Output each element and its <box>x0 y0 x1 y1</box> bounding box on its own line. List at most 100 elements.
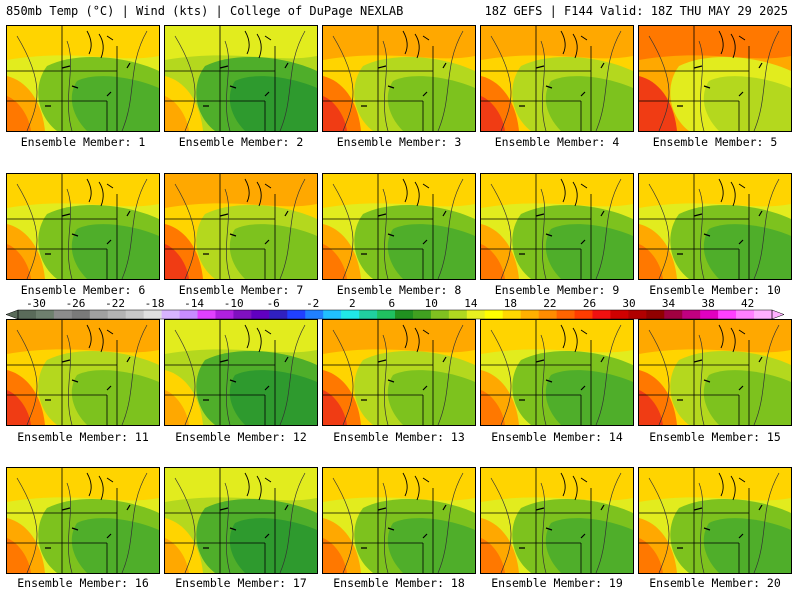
ensemble-member-label: Ensemble Member: 19 <box>491 576 623 590</box>
colorbar-swatch <box>305 310 324 319</box>
colorbar-tick-label: -14 <box>184 297 204 310</box>
colorbar-swatch <box>664 310 683 319</box>
temperature-field <box>639 174 791 279</box>
colorbar-tick-label: -30 <box>26 297 46 310</box>
ensemble-member-map <box>638 467 792 574</box>
ensemble-member-label: Ensemble Member: 6 <box>20 283 146 297</box>
ensemble-member-label: Ensemble Member: 5 <box>652 135 778 149</box>
temperature-field <box>165 320 317 425</box>
ensemble-member-label: Ensemble Member: 14 <box>491 430 623 444</box>
temperature-field <box>481 174 633 279</box>
ensemble-member-map <box>6 173 160 280</box>
colorbar-swatch <box>287 310 306 319</box>
colorbar-swatch <box>556 310 575 319</box>
ensemble-member-label: Ensemble Member: 1 <box>20 135 146 149</box>
colorbar-tick-label: 30 <box>622 297 635 310</box>
colorbar-swatch <box>466 310 486 319</box>
temperature-field <box>165 26 317 131</box>
colorbar-swatch <box>395 310 414 319</box>
ensemble-member-map <box>480 173 634 280</box>
temperature-field <box>7 26 159 131</box>
ensemble-member-map <box>480 25 634 132</box>
ensemble-member-label: Ensemble Member: 2 <box>178 135 304 149</box>
ensemble-member-label: Ensemble Member: 13 <box>333 430 465 444</box>
temperature-field <box>323 468 475 573</box>
temperature-field <box>323 174 475 279</box>
colorbar-swatch <box>754 310 773 319</box>
temperature-field <box>323 26 475 131</box>
colorbar-tick-label: 10 <box>425 297 438 310</box>
colorbar-swatch <box>341 310 360 319</box>
colorbar-tick-label: 2 <box>349 297 356 310</box>
colorbar-swatch <box>592 310 611 319</box>
ensemble-member-label: Ensemble Member: 7 <box>178 283 304 297</box>
colorbar-swatch <box>125 310 144 319</box>
map-title: 850mb Temp (°C) | Wind (kts) | College o… <box>6 4 404 18</box>
ensemble-member-map <box>480 319 634 426</box>
temperature-field <box>639 26 791 131</box>
colorbar-swatch <box>71 310 91 319</box>
ensemble-member-label: Ensemble Member: 17 <box>175 576 307 590</box>
colorbar-swatch <box>233 310 252 319</box>
colorbar-swatch <box>359 310 378 319</box>
model-run-info: 18Z GEFS | F144 Valid: 18Z THU MAY 29 20… <box>484 4 788 18</box>
colorbar-swatch <box>682 310 701 319</box>
temperature-field <box>165 174 317 279</box>
colorbar-swatch <box>484 310 504 319</box>
temperature-field <box>481 468 633 573</box>
ensemble-member-label: Ensemble Member: 8 <box>336 283 462 297</box>
colorbar-swatch <box>35 310 55 319</box>
colorbar-swatch <box>502 310 521 319</box>
colorbar-tick-label: 18 <box>504 297 517 310</box>
colorbar-tick-label: 38 <box>701 297 714 310</box>
temperature-field <box>639 320 791 425</box>
temperature-field <box>481 320 633 425</box>
ensemble-member-map <box>164 467 318 574</box>
colorbar-swatch <box>251 310 270 319</box>
colorbar-tick-label: -26 <box>66 297 86 310</box>
ensemble-member-map <box>322 467 476 574</box>
ensemble-member-label: Ensemble Member: 20 <box>649 576 781 590</box>
ensemble-member-map <box>480 467 634 574</box>
ensemble-member-label: Ensemble Member: 15 <box>649 430 781 444</box>
colorbar-swatch <box>107 310 127 319</box>
colorbar-high-arrow <box>771 309 785 320</box>
colorbar-swatch <box>215 310 234 319</box>
colorbar-tick-label: 42 <box>741 297 754 310</box>
ensemble-member-map <box>164 319 318 426</box>
colorbar-tick-label: -2 <box>306 297 319 310</box>
colorbar-tick-label: -6 <box>267 297 280 310</box>
colorbar-swatch <box>161 310 180 319</box>
colorbar-tick-label: 22 <box>543 297 556 310</box>
colorbar-swatch <box>269 310 288 319</box>
colorbar-swatch <box>412 310 432 319</box>
colorbar-swatch <box>520 310 539 319</box>
ensemble-member-map <box>164 25 318 132</box>
colorbar-swatch <box>430 310 450 319</box>
ensemble-member-map <box>638 173 792 280</box>
colorbar-swatch <box>574 310 593 319</box>
colorbar-swatch <box>718 310 737 319</box>
temperature-colorbar: -30 -26 -22 -18 -14 -10 -6 -2 2 6 10 14 18 22 26 30 34 38… <box>0 296 800 320</box>
ensemble-member-label: Ensemble Member: 18 <box>333 576 465 590</box>
temperature-field <box>481 26 633 131</box>
colorbar-swatch <box>538 310 557 319</box>
colorbar-swatch <box>89 310 109 319</box>
colorbar-tick-label: 26 <box>583 297 596 310</box>
colorbar-tick-label: 14 <box>464 297 478 310</box>
colorbar-swatch <box>448 310 468 319</box>
ensemble-member-map <box>638 25 792 132</box>
ensemble-member-map <box>322 173 476 280</box>
ensemble-member-label: Ensemble Member: 12 <box>175 430 307 444</box>
colorbar-tick-label: -18 <box>145 297 165 310</box>
colorbar-swatch <box>179 310 198 319</box>
colorbar-tick-label: -22 <box>105 297 125 310</box>
colorbar-swatch <box>53 310 73 319</box>
colorbar-low-arrow <box>5 309 19 320</box>
colorbar-swatch <box>628 310 647 319</box>
ensemble-member-label: Ensemble Member: 10 <box>649 283 781 297</box>
ensemble-member-map <box>6 25 160 132</box>
colorbar-swatch <box>646 310 665 319</box>
temperature-field <box>7 468 159 573</box>
colorbar-swatch <box>18 310 37 319</box>
